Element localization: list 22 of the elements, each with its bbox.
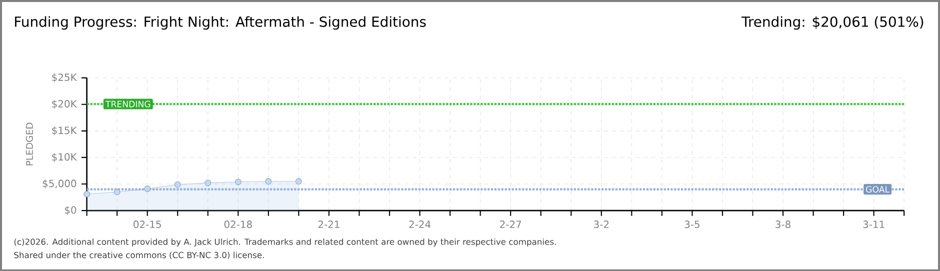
y-tick-label: $0 — [64, 206, 76, 215]
x-tick-label: 3-8 — [776, 220, 790, 228]
x-tick-label: 3-5 — [684, 220, 700, 228]
text: Shared under the creative commons (CC BY-NC 3.0) license. — [14, 252, 264, 259]
x-tick-label: 02-18 — [224, 220, 252, 228]
y-tick-label: $20K — [52, 100, 78, 109]
chart-title: Funding Progress: Fright Night: Aftermath - Signed Editions — [15, 16, 426, 30]
x-tick-label: 2-27 — [500, 220, 522, 228]
x-tick-label: 2-24 — [409, 220, 430, 228]
x-tick-label: 3-2 — [594, 220, 609, 228]
x-tick-label: 02-15 — [134, 220, 161, 228]
x-tick-label: 3-11 — [863, 220, 884, 228]
y-tick-label: $25K — [52, 73, 78, 82]
x-tick-label: 2-21 — [318, 220, 340, 228]
text: (c)2026. Additional content provided by A. Jack Ulrich. Trademarks and related content are owned by their respective companies. — [14, 238, 556, 246]
y-tick-label: $10K — [52, 152, 78, 162]
chart-subtitle: Trending: $20,061 (501%) — [741, 16, 924, 30]
y-axis-title: PLEDGED — [26, 122, 33, 166]
ref-line-label: GOAL — [866, 186, 890, 192]
y-tick-label: $5,000 — [42, 179, 76, 188]
ref-line-label: TRENDING — [105, 100, 150, 108]
y-tick-label: $15K — [52, 126, 78, 136]
